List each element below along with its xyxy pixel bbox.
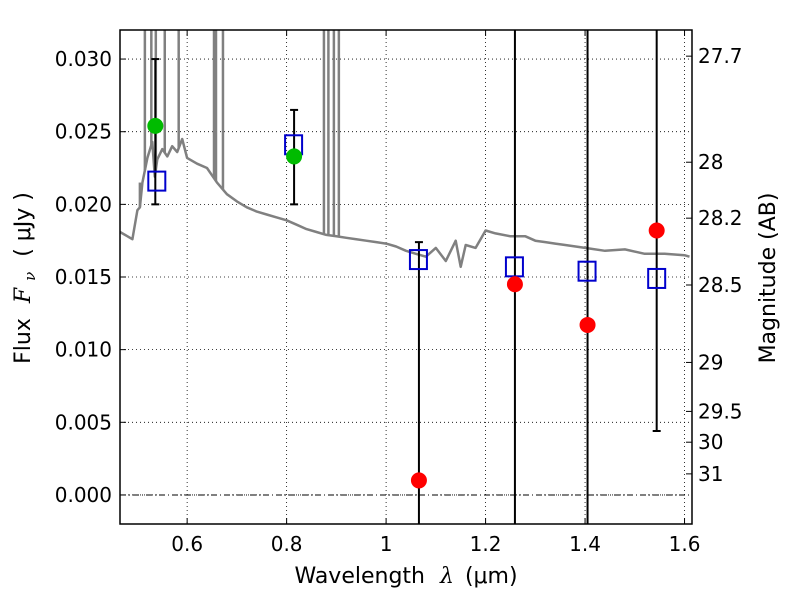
x-axis-label-symbol: λ — [439, 564, 454, 589]
y-tick-label: 0.025 — [55, 120, 112, 144]
model-photometry-square — [647, 267, 667, 289]
y-tick-label: 0.000 — [55, 483, 112, 507]
low-sn-point — [410, 472, 427, 489]
x-tick-label: 0.6 — [171, 532, 203, 556]
y2-tick-label: 30 — [698, 430, 723, 454]
low-sn-point — [648, 222, 665, 239]
model-spectrum-line — [119, 137, 690, 269]
y-tick-label: 0.005 — [55, 410, 112, 434]
x-tick-label: 1 — [380, 532, 393, 556]
low-sn-point — [506, 276, 523, 293]
x-axis-ticks: 0.6 0.8 1 1.2 1.4 1.6 — [171, 30, 700, 556]
y2-tick-label: 31 — [698, 462, 723, 486]
y2-tick-label: 27.7 — [698, 44, 743, 68]
x-axis-label-unit: (μm) — [465, 564, 518, 589]
y2-tick-label: 29.5 — [698, 399, 743, 423]
y2-tick-label: 28 — [698, 150, 723, 174]
grid — [120, 30, 692, 524]
model-photometry-square — [577, 260, 597, 282]
x-tick-label: 0.8 — [271, 532, 303, 556]
model-spectrum — [119, 30, 690, 269]
x-axis-label: Wavelength λ (μm) — [294, 564, 517, 589]
y-tick-label: 0.015 — [55, 265, 112, 289]
y2-tick-label: 29 — [698, 350, 723, 374]
plot-frame — [119, 29, 693, 525]
y-tick-label: 0.010 — [55, 338, 112, 362]
observed-points — [147, 117, 665, 489]
x-tick-label: 1.6 — [669, 532, 701, 556]
y-axis-label: Flux F ν ( μJy ) — [11, 192, 41, 364]
detection-point — [147, 117, 164, 134]
y-axis-label-subscript: ν — [21, 272, 39, 281]
x-tick-label: 1.4 — [569, 532, 601, 556]
x-axis-label-prefix: Wavelength — [294, 564, 425, 589]
y2-tick-label: 28.2 — [698, 206, 743, 230]
x-tick-label: 1.2 — [470, 532, 502, 556]
model-photometry-square — [147, 170, 167, 192]
y2-axis-ticks: 27.7 28 28.2 28.5 29 29.5 30 31 — [686, 44, 743, 486]
y-axis-label-symbol: F — [11, 287, 36, 304]
y-axis-ticks: 0.000 0.005 0.010 0.015 0.020 0.025 0.030 — [55, 47, 126, 507]
y-axis-label-unit: ( μJy ) — [11, 192, 36, 257]
detection-point — [286, 148, 303, 165]
y-tick-label: 0.030 — [55, 47, 112, 71]
y2-axis-label: Magnitude (AB) — [756, 193, 781, 364]
low-sn-point — [579, 316, 596, 333]
model-photometry-square — [408, 249, 428, 271]
y-tick-label: 0.020 — [55, 192, 112, 216]
y2-tick-label: 28.5 — [698, 273, 743, 297]
y-axis-label-prefix: Flux — [11, 318, 36, 364]
